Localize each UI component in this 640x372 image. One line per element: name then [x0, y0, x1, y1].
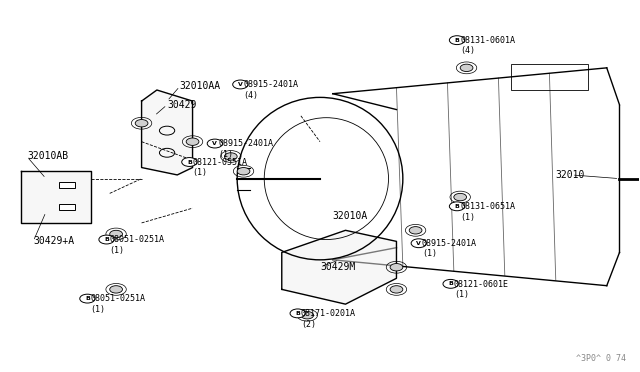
Text: 08915-2401A
(1): 08915-2401A (1)	[422, 239, 477, 259]
Text: 32010AA: 32010AA	[180, 81, 221, 91]
Text: V: V	[417, 241, 421, 246]
Circle shape	[301, 311, 314, 319]
Text: 32010A: 32010A	[333, 211, 368, 221]
Text: 08915-2401A
(4): 08915-2401A (4)	[244, 80, 298, 100]
Text: 08051-0251A
(1): 08051-0251A (1)	[109, 235, 164, 255]
Text: 08131-0601A
(4): 08131-0601A (4)	[460, 36, 515, 55]
Text: 30429: 30429	[167, 100, 196, 110]
Circle shape	[109, 286, 122, 293]
Circle shape	[237, 167, 250, 175]
Text: 30429M: 30429M	[320, 262, 355, 272]
Text: 08121-0601E
(1): 08121-0601E (1)	[454, 280, 509, 299]
Circle shape	[409, 227, 422, 234]
Text: 08051-0251A
(1): 08051-0251A (1)	[91, 295, 146, 314]
Circle shape	[411, 239, 426, 248]
Text: B: B	[454, 38, 460, 43]
Text: 08915-2401A
(1): 08915-2401A (1)	[218, 140, 273, 159]
Bar	[59, 182, 75, 188]
Text: B: B	[295, 311, 300, 316]
Text: B: B	[448, 281, 453, 286]
Text: ^3P0^ 0 74: ^3P0^ 0 74	[576, 354, 626, 363]
Circle shape	[99, 235, 114, 244]
Circle shape	[454, 193, 467, 201]
Polygon shape	[20, 171, 91, 223]
Text: 32010AB: 32010AB	[27, 151, 68, 161]
Text: 08131-0651A
(1): 08131-0651A (1)	[460, 202, 515, 222]
Circle shape	[233, 80, 248, 89]
Circle shape	[390, 263, 403, 271]
Text: 32010: 32010	[556, 170, 585, 180]
Circle shape	[460, 64, 473, 71]
Text: 08121-0551A
(1): 08121-0551A (1)	[193, 158, 248, 177]
Polygon shape	[282, 230, 396, 304]
Text: 08171-0201A
(2): 08171-0201A (2)	[301, 309, 356, 328]
Text: V: V	[238, 82, 243, 87]
Text: B: B	[187, 160, 192, 164]
Circle shape	[449, 36, 465, 45]
Text: 30429+A: 30429+A	[33, 236, 74, 246]
Circle shape	[207, 139, 223, 148]
Circle shape	[443, 279, 458, 288]
Circle shape	[186, 138, 199, 145]
Circle shape	[182, 158, 197, 166]
Circle shape	[225, 153, 237, 160]
Text: B: B	[104, 237, 109, 242]
Text: B: B	[454, 204, 460, 209]
Bar	[59, 205, 75, 210]
Polygon shape	[141, 90, 193, 175]
Text: V: V	[212, 141, 218, 146]
Circle shape	[135, 119, 148, 127]
Circle shape	[390, 286, 403, 293]
Circle shape	[80, 294, 95, 303]
Text: B: B	[85, 296, 90, 301]
Circle shape	[449, 202, 465, 211]
Circle shape	[290, 309, 305, 318]
Circle shape	[109, 230, 122, 238]
